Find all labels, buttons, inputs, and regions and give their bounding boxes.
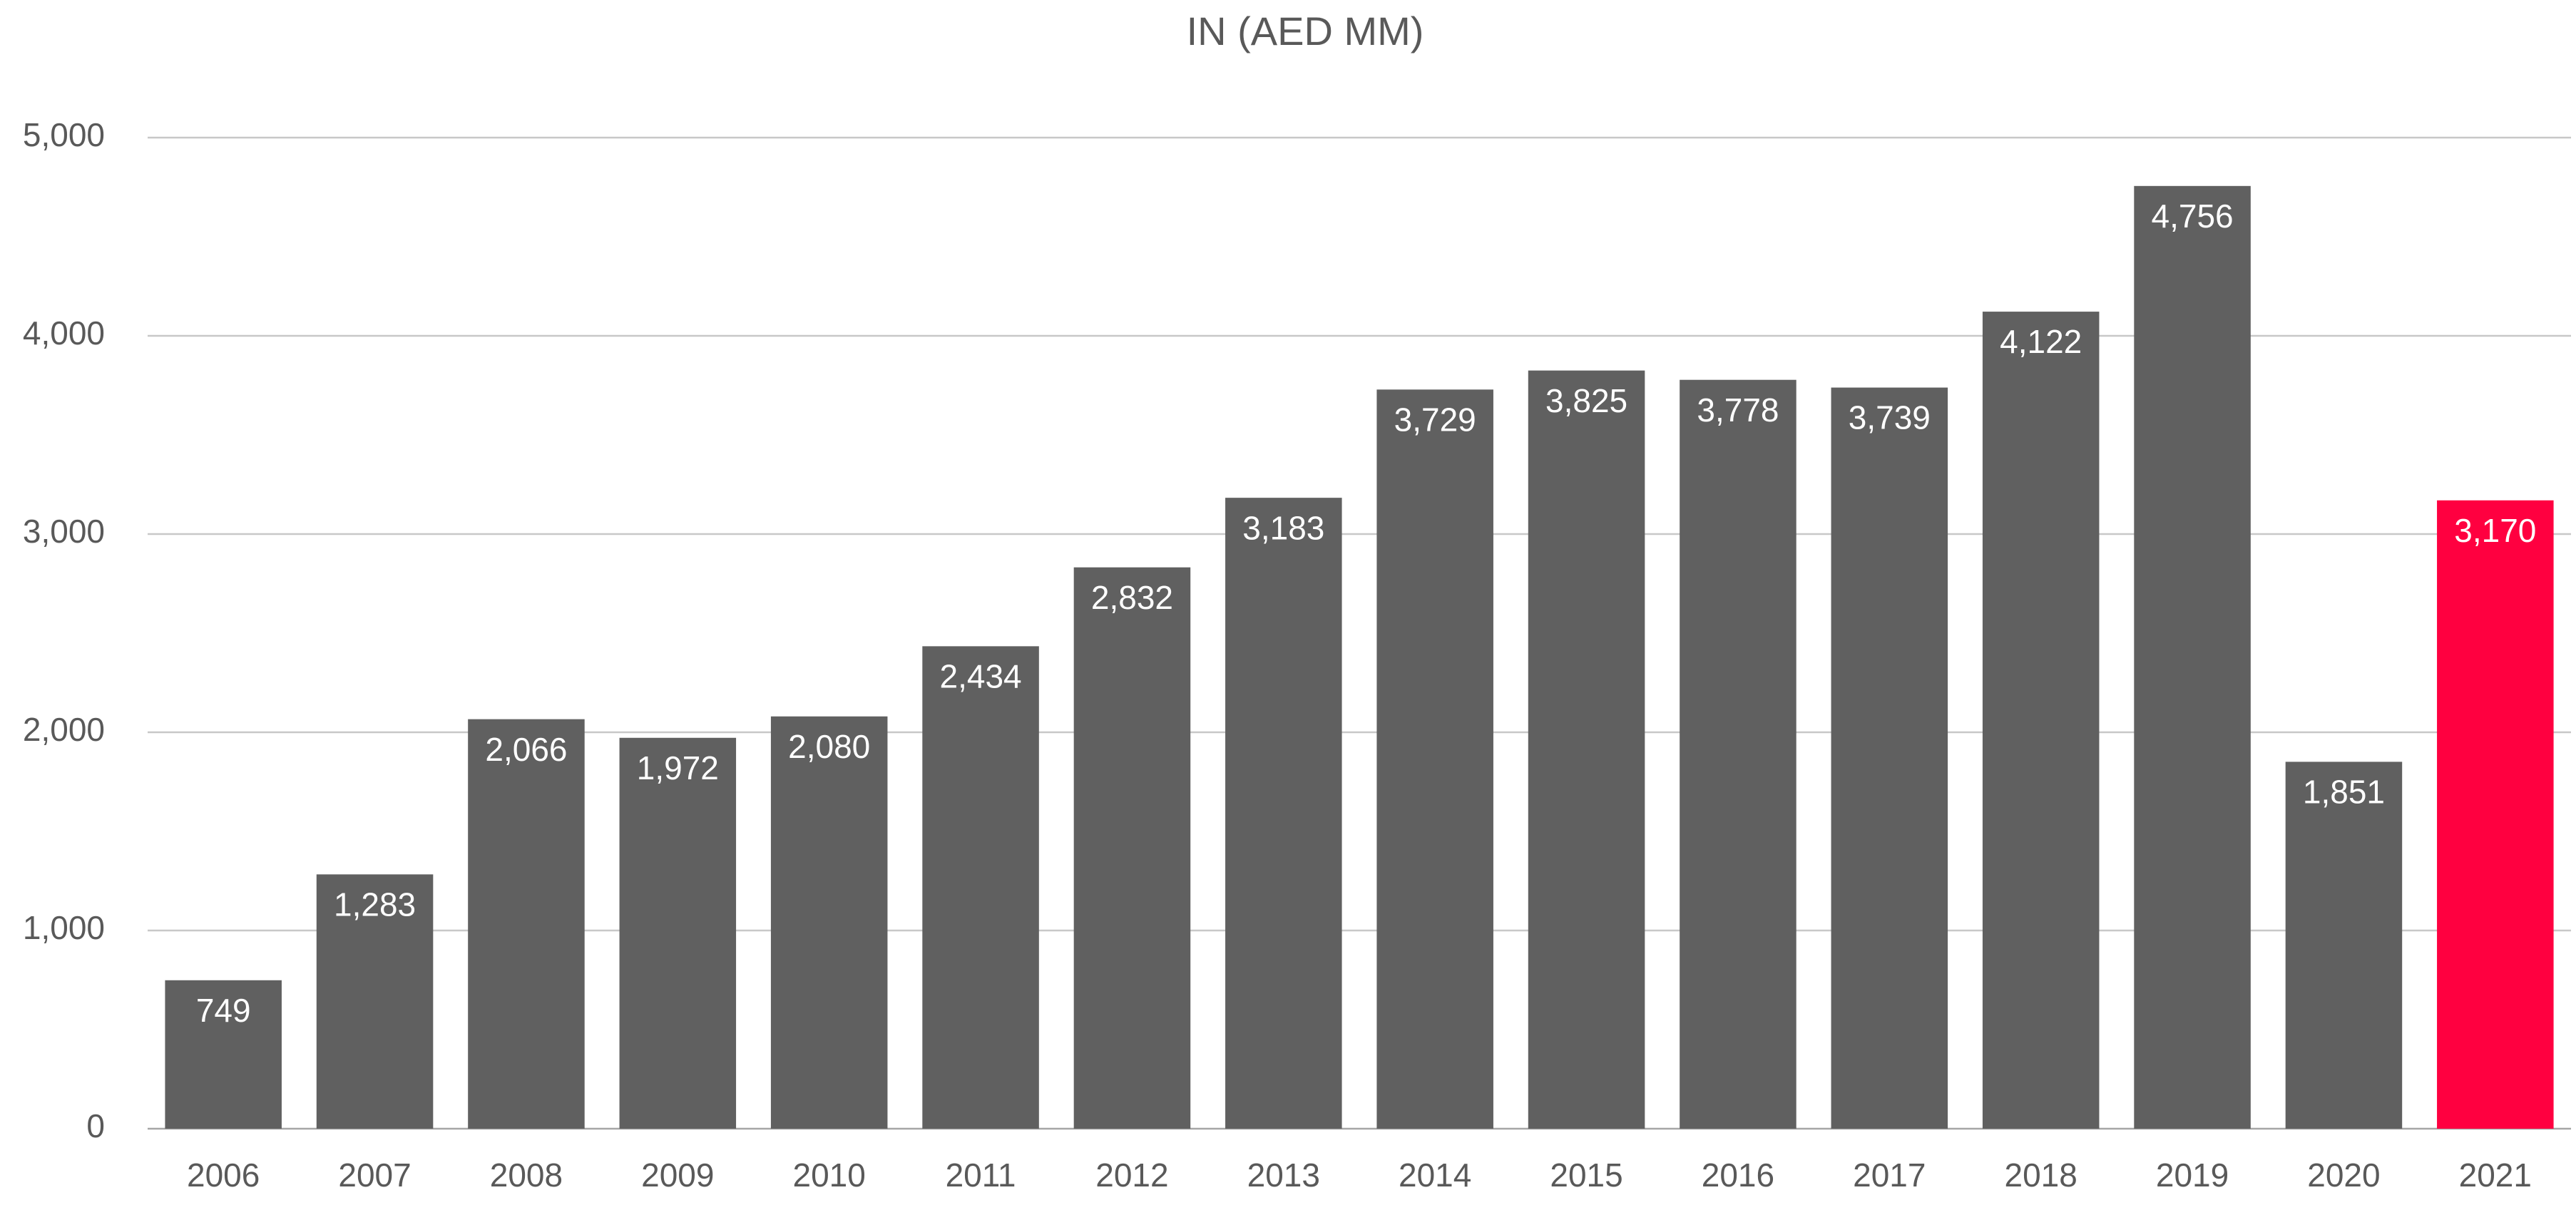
- x-tick-label: 2015: [1550, 1157, 1622, 1194]
- x-tick-label: 2019: [2156, 1157, 2229, 1194]
- data-label: 2,434: [940, 658, 1022, 695]
- data-label: 3,183: [1242, 509, 1324, 546]
- y-tick-label: 1,000: [23, 909, 105, 946]
- x-tick-label: 2012: [1095, 1157, 1168, 1194]
- data-label: 1,283: [334, 886, 416, 923]
- data-label: 4,756: [2152, 198, 2234, 235]
- x-tick-label: 2021: [2459, 1157, 2532, 1194]
- bar: [1225, 498, 1342, 1129]
- data-label: 4,122: [2000, 323, 2082, 360]
- data-label: 749: [196, 992, 251, 1029]
- y-tick-label: 3,000: [23, 513, 105, 550]
- x-tick-label: 2018: [2005, 1157, 2077, 1194]
- data-label: 3,729: [1394, 401, 1476, 438]
- data-label: 2,080: [788, 728, 870, 765]
- x-tick-label: 2009: [641, 1157, 714, 1194]
- y-tick-label: 0: [86, 1107, 105, 1144]
- bar: [468, 719, 585, 1129]
- data-label: 2,832: [1091, 579, 1173, 616]
- bar: [1982, 312, 2100, 1129]
- bar: [1376, 389, 1493, 1129]
- bar: [2437, 500, 2554, 1129]
- x-tick-label: 2016: [1702, 1157, 1774, 1194]
- y-tick-label: 5,000: [23, 116, 105, 153]
- x-tick-label: 2014: [1399, 1157, 1471, 1194]
- bar: [1680, 379, 1796, 1129]
- bar: [1831, 387, 1948, 1129]
- chart-title: IN (AED MM): [1187, 9, 1424, 53]
- data-label: 2,066: [485, 731, 567, 768]
- x-tick-label: 2017: [1853, 1157, 1926, 1194]
- data-label: 3,739: [1849, 399, 1931, 436]
- data-label: 1,851: [2303, 774, 2385, 811]
- x-tick-label: 2011: [946, 1157, 1016, 1194]
- bar: [2134, 185, 2251, 1129]
- x-tick-label: 2020: [2307, 1157, 2380, 1194]
- data-label: 3,778: [1697, 391, 1779, 429]
- bar: [922, 646, 1039, 1129]
- data-label: 3,825: [1545, 382, 1627, 419]
- x-tick-label: 2007: [338, 1157, 411, 1194]
- y-tick-label: 2,000: [23, 711, 105, 748]
- x-tick-label: 2006: [187, 1157, 260, 1194]
- data-label: 3,170: [2454, 512, 2536, 549]
- bar: [1073, 567, 1191, 1129]
- x-tick-label: 2008: [490, 1157, 563, 1194]
- bar: [316, 874, 434, 1129]
- x-tick-label: 2013: [1247, 1157, 1320, 1194]
- bar: [619, 737, 737, 1129]
- bar: [1528, 370, 1645, 1129]
- bar: [165, 980, 282, 1129]
- x-tick-label: 2010: [793, 1157, 866, 1194]
- bar: [2285, 762, 2403, 1129]
- data-label: 1,972: [637, 749, 719, 786]
- y-tick-label: 4,000: [23, 314, 105, 352]
- bar: [770, 716, 888, 1129]
